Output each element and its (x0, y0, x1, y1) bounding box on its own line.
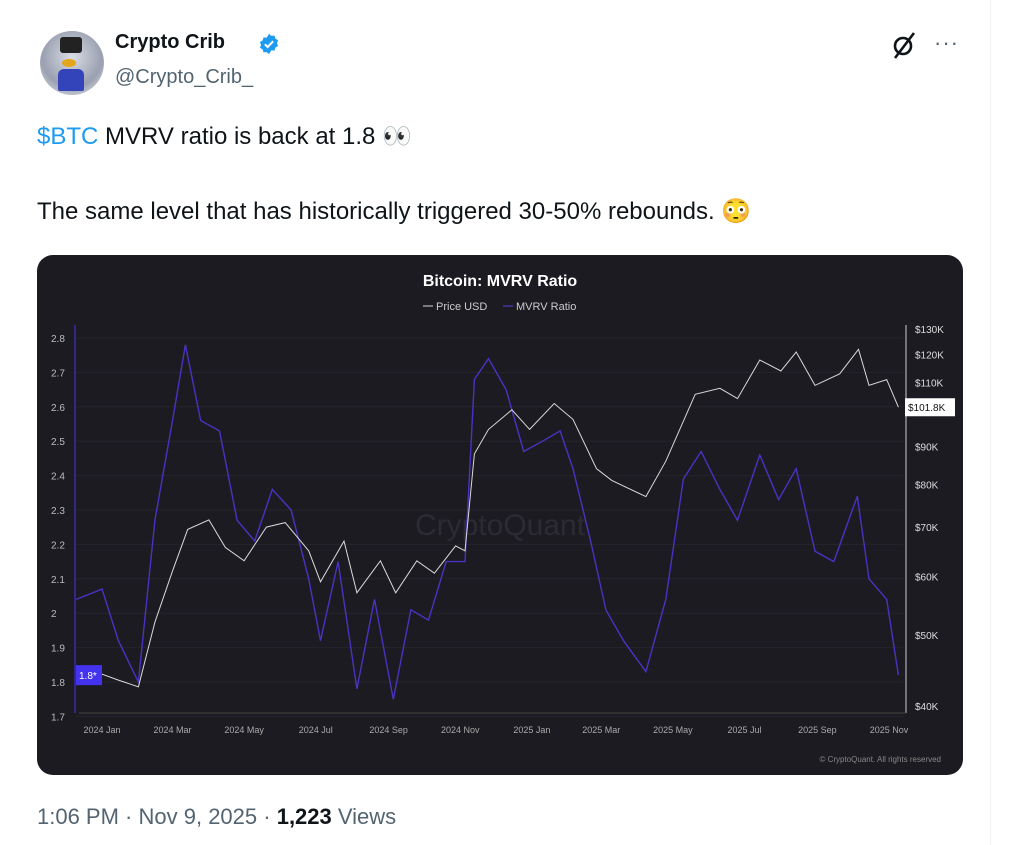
tweet-footer: 1:06 PM · Nov 9, 2025 · 1,223 Views (37, 804, 396, 830)
separator: · (118, 804, 139, 829)
x-tick-label: 2025 Sep (798, 725, 837, 735)
x-tick-label: 2024 Nov (441, 725, 480, 735)
left-tick-label: 2.6 (51, 403, 65, 414)
tweet-time[interactable]: 1:06 PM (37, 804, 119, 829)
left-tick-label: 2.8 (51, 334, 65, 345)
left-tick-label: 1.7 (51, 712, 65, 723)
left-tick-label: 2 (51, 609, 57, 620)
left-tick-label: 2.1 (51, 575, 65, 586)
left-tick-label: 2.4 (51, 472, 65, 483)
x-tick-label: 2024 May (224, 725, 264, 735)
right-tick-label: $120K (915, 351, 944, 362)
x-tick-label: 2024 Mar (153, 725, 191, 735)
right-tick-label: $90K (915, 443, 939, 454)
x-tick-label: 2025 May (653, 725, 693, 735)
separator: · (257, 804, 277, 829)
chart-title: Bitcoin: MVRV Ratio (423, 273, 578, 290)
mvrv-series-line (75, 344, 900, 700)
left-tick-label: 1.8 (51, 678, 65, 689)
price-current-label-bg (905, 398, 955, 417)
price-series-line (76, 348, 899, 688)
avatar-hat-shape (60, 37, 82, 53)
x-tick-label: 2024 Sep (369, 725, 408, 735)
timeline-border (990, 0, 991, 845)
cashtag-link[interactable]: $BTC (37, 123, 99, 150)
mvrv-current-label: 1.8* (79, 671, 97, 682)
x-tick-label: 2025 Jul (728, 725, 762, 735)
chart-credit: © CryptoQuant. All rights reserved (820, 755, 942, 764)
chart-image[interactable]: Bitcoin: MVRV Ratio Price USD MVRV Ratio… (37, 255, 963, 775)
right-tick-label: $70K (915, 523, 939, 534)
tweet-text-line-2: The same level that has historically tri… (37, 198, 752, 225)
x-tick-label: 2024 Jan (83, 725, 120, 735)
legend-mvrv: MVRV Ratio (516, 301, 576, 313)
avatar-body-shape (58, 69, 84, 91)
right-tick-label: $110K (915, 378, 944, 389)
left-tick-label: 2.5 (51, 437, 65, 448)
author-handle[interactable]: @Crypto_Crib_ (115, 66, 254, 88)
left-tick-label: 2.2 (51, 540, 65, 551)
x-tick-label: 2025 Nov (870, 725, 909, 735)
x-tick-label: 2024 Jul (299, 725, 333, 735)
avatar-beak-shape (62, 59, 76, 67)
left-tick-label: 1.9 (51, 644, 65, 655)
views-count: 1,223 (276, 804, 332, 829)
author-name[interactable]: Crypto Crib (115, 31, 225, 53)
tweet-text: MVRV ratio is back at 1.8 👀 (98, 123, 412, 150)
left-tick-label: 2.7 (51, 368, 65, 379)
price-current-label: $101.8K (908, 403, 946, 414)
right-tick-label: $80K (915, 480, 939, 491)
right-tick-label: $130K (915, 325, 944, 336)
more-options-button[interactable]: ··· (934, 30, 959, 55)
legend-price: Price USD (436, 301, 487, 313)
views-label: Views (331, 804, 397, 829)
mvrv-chart: Bitcoin: MVRV Ratio Price USD MVRV Ratio… (51, 273, 955, 764)
right-tick-label: $40K (915, 702, 939, 713)
mvrv-current-label-bg (76, 665, 102, 686)
verified-badge-icon (259, 33, 279, 55)
right-tick-label: $60K (915, 572, 939, 583)
grok-icon[interactable] (890, 30, 918, 60)
tweet-date[interactable]: Nov 9, 2025 (138, 804, 258, 829)
right-tick-label: $50K (915, 631, 939, 642)
x-tick-label: 2025 Jan (513, 725, 550, 735)
watermark: CryptoQuant (415, 509, 586, 542)
tweet-text-line-1: $BTC MVRV ratio is back at 1.8 👀 (37, 122, 412, 152)
avatar[interactable] (40, 31, 104, 95)
x-tick-label: 2025 Mar (582, 725, 620, 735)
left-tick-label: 2.3 (51, 506, 65, 517)
